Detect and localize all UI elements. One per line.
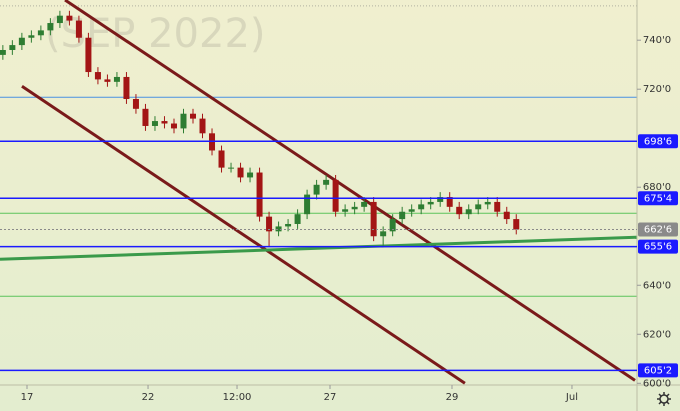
candle-body: [94, 72, 101, 80]
candle-body: [399, 211, 406, 220]
level-label-box: [638, 363, 678, 378]
candle-body: [151, 121, 158, 126]
level-label: 605'2: [644, 365, 672, 376]
y-tick-label: 720'0: [643, 84, 671, 95]
candle-body: [446, 197, 453, 207]
candle-body: [342, 209, 349, 212]
trend-line: [21, 85, 466, 385]
candle-body: [237, 167, 244, 178]
candle-body: [132, 99, 139, 109]
level-label: 675'4: [644, 193, 672, 204]
level-label-box: [638, 134, 678, 149]
candle-body: [85, 37, 92, 73]
level-label-box: [638, 239, 678, 254]
candle-body: [0, 49, 6, 55]
candle-body: [285, 223, 292, 227]
candle-body: [380, 231, 387, 237]
level-label: 662'6: [644, 225, 672, 236]
level-label: 698'6: [644, 136, 672, 147]
candle-body: [75, 20, 82, 38]
y-tick-label: 640'0: [643, 280, 671, 291]
candle-body: [104, 79, 111, 82]
level-label: 655'6: [644, 242, 672, 253]
settings-icon[interactable]: [657, 392, 671, 406]
candle-body: [427, 201, 434, 205]
candle-body: [323, 179, 330, 185]
candle-body: [494, 201, 501, 212]
candle-body: [180, 113, 187, 129]
candle-body: [408, 209, 415, 212]
candle-body: [456, 206, 463, 215]
candle-body: [266, 216, 273, 232]
candle-body: [256, 172, 263, 217]
candle-body: [199, 118, 206, 134]
x-tick-label: Jul: [565, 392, 578, 403]
candle-body: [190, 113, 197, 119]
candle-body: [218, 150, 225, 168]
y-tick-label: 600'0: [643, 378, 671, 389]
candle-body: [37, 30, 44, 36]
candle-body: [18, 37, 25, 46]
x-tick-label: 22: [142, 392, 155, 403]
candle-body: [484, 201, 491, 205]
candle-body: [113, 76, 120, 82]
candle-body: [66, 15, 73, 21]
candle-body: [56, 15, 63, 24]
candle-body: [247, 172, 254, 178]
trend-line: [0, 235, 638, 261]
candle-body: [513, 219, 520, 230]
candle-body: [465, 209, 472, 215]
candle-body: [418, 204, 425, 210]
x-tick-label: 27: [324, 392, 337, 403]
candle-body: [332, 179, 339, 212]
candle-body: [313, 184, 320, 195]
level-label-box: [638, 222, 678, 237]
candle-body: [475, 204, 482, 210]
candle-body: [228, 167, 235, 169]
x-tick-label: 17: [21, 392, 34, 403]
y-tick-label: 680'0: [643, 182, 671, 193]
candle-body: [123, 76, 130, 100]
candle-body: [304, 194, 311, 215]
level-label-box: [638, 191, 678, 206]
candle-body: [170, 123, 177, 129]
candle-body: [47, 23, 54, 31]
candle-body: [275, 226, 282, 232]
candle-body: [351, 206, 358, 210]
candle-body: [294, 214, 301, 224]
candle-body: [9, 45, 16, 50]
x-tick-label: 12:00: [223, 392, 252, 403]
candle-body: [437, 197, 444, 202]
candle-body: [28, 35, 35, 38]
candle-body: [503, 211, 510, 220]
candle-body: [370, 201, 377, 237]
y-tick-label: 740'0: [643, 35, 671, 46]
trend-line: [64, 0, 636, 382]
candle-body: [361, 201, 368, 207]
candle-body: [142, 108, 149, 126]
y-tick-label: 620'0: [643, 329, 671, 340]
candle-body: [389, 219, 396, 232]
x-tick-label: 29: [446, 392, 459, 403]
candle-body: [161, 121, 168, 124]
